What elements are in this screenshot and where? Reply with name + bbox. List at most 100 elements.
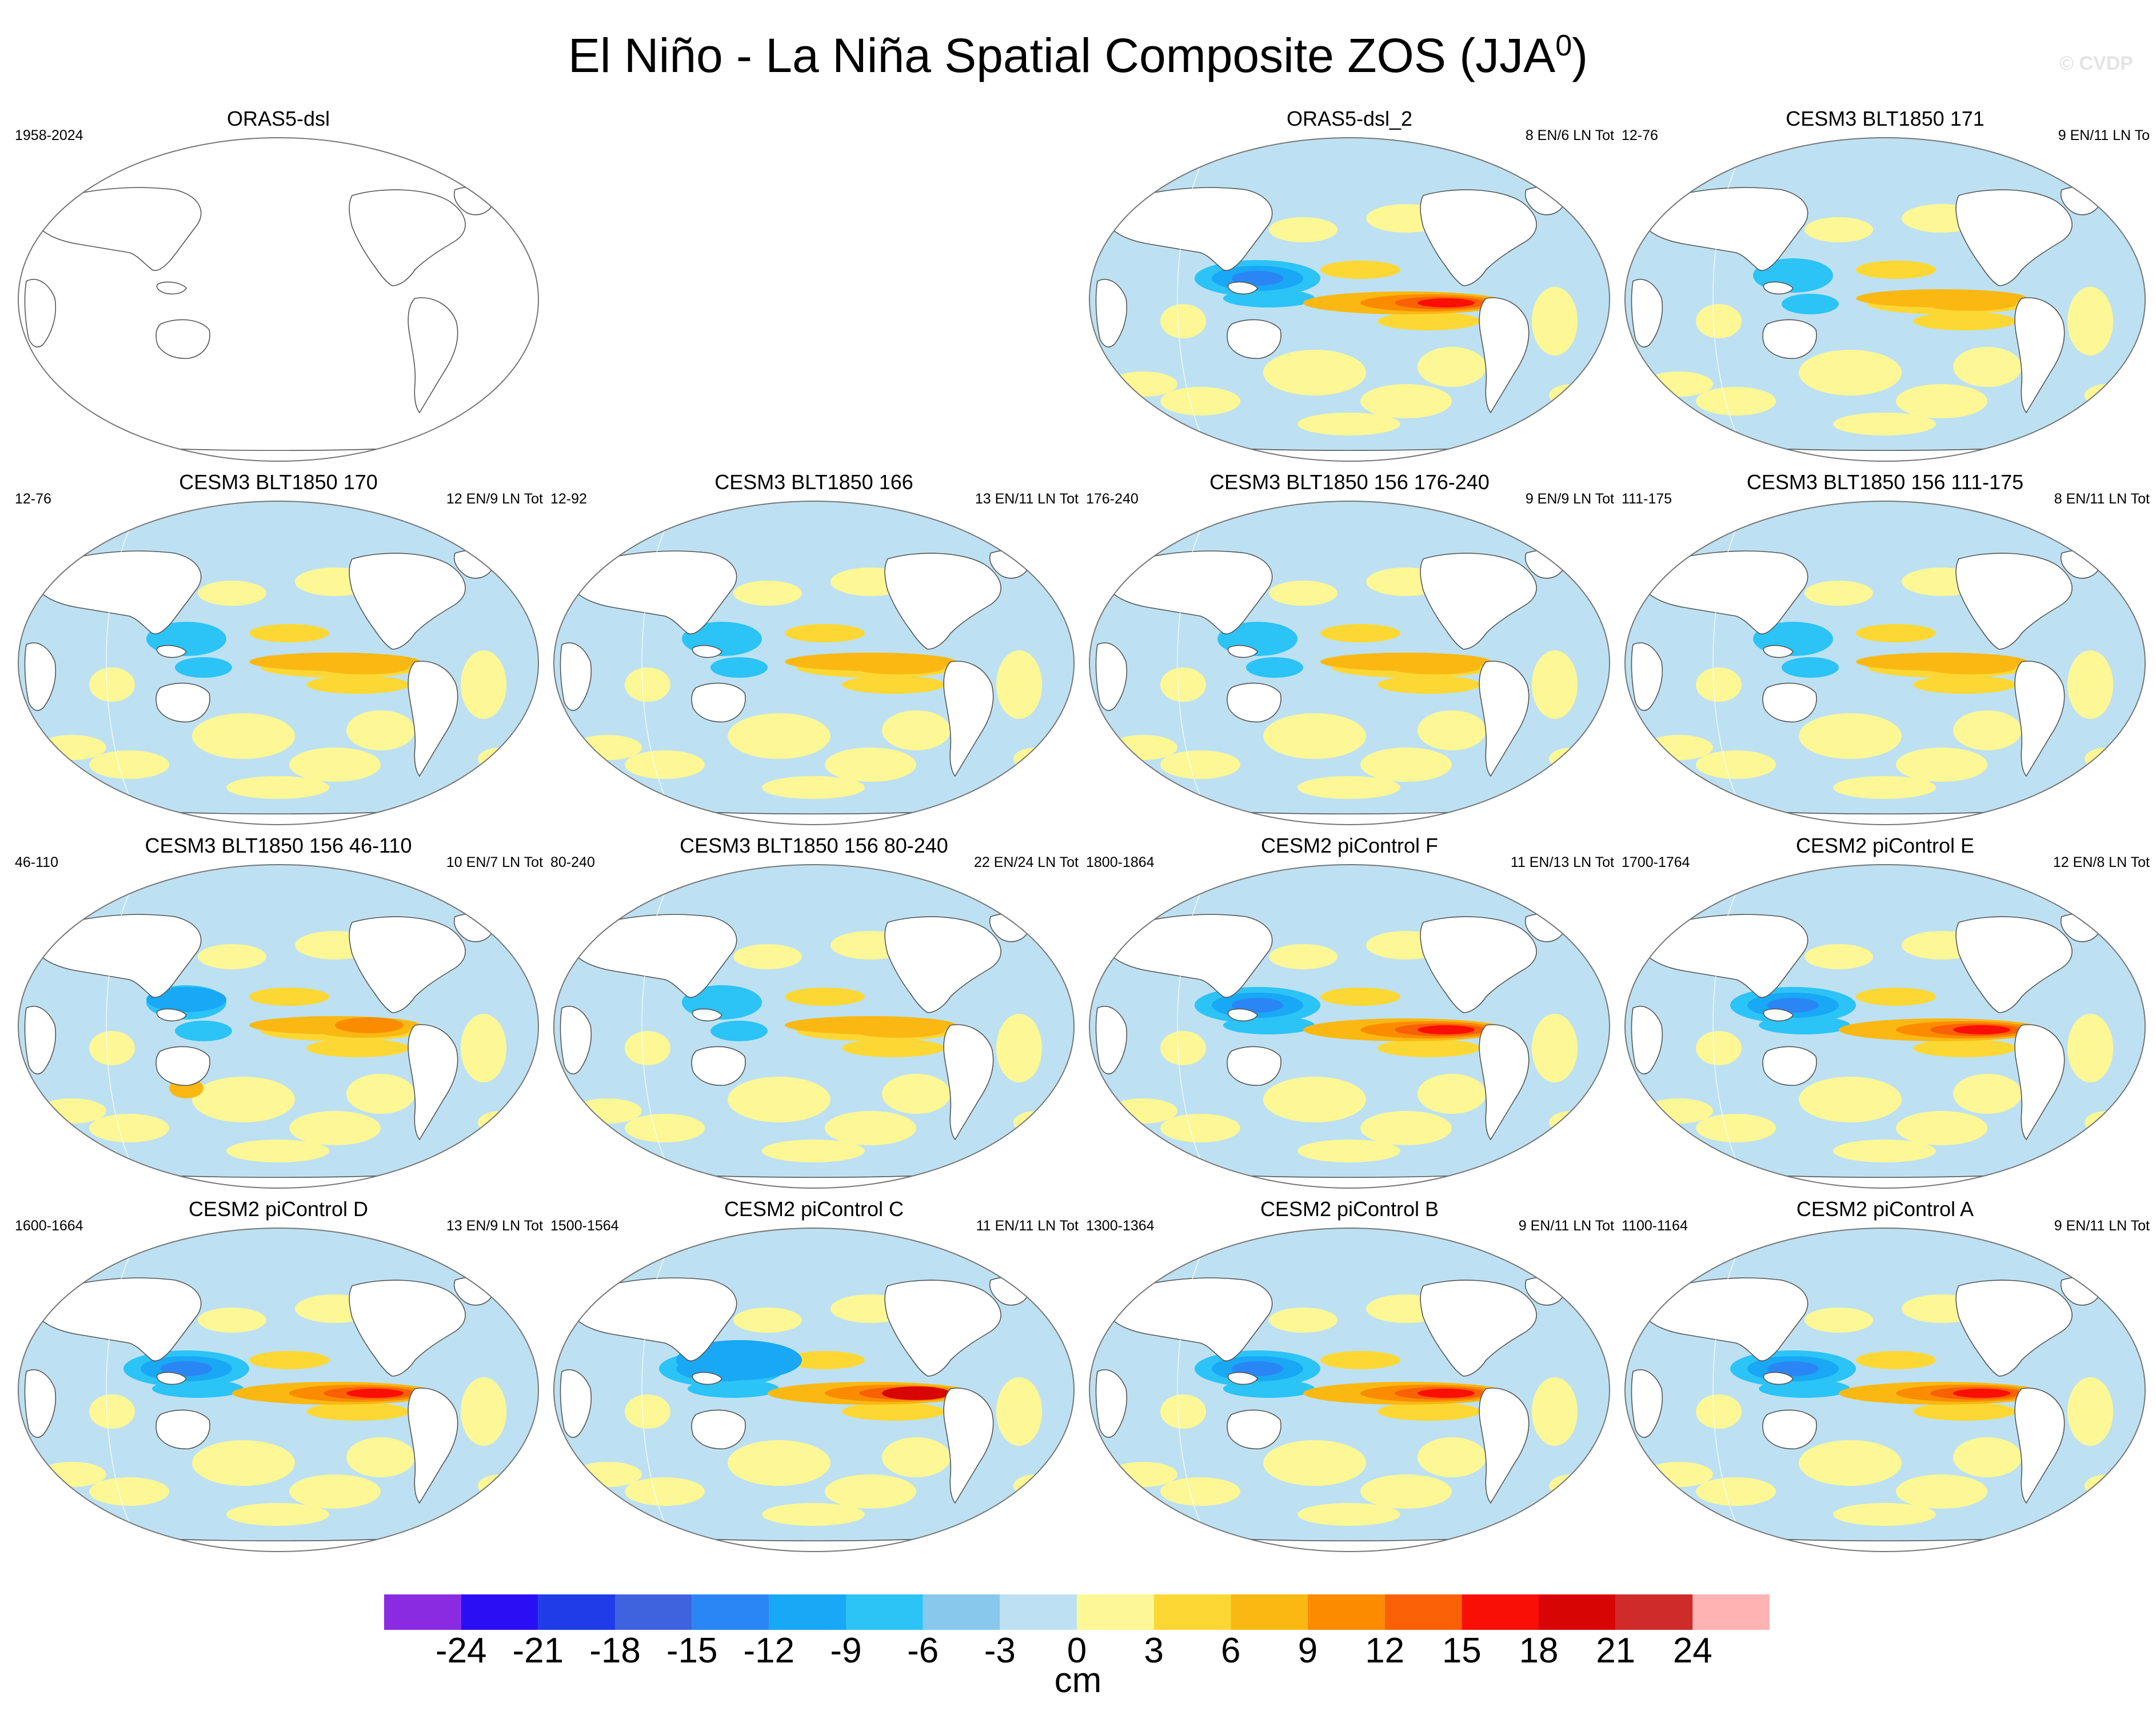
anomaly-patch — [1696, 387, 1776, 415]
anomaly-patch — [762, 776, 865, 799]
anomaly-patch — [1378, 1402, 1480, 1421]
anomaly-patch — [249, 1351, 329, 1369]
anomaly-patch — [882, 1437, 951, 1477]
land-mass — [1762, 1409, 1817, 1450]
anomaly-patch — [1297, 1503, 1400, 1526]
anomaly-patch — [1804, 944, 1873, 969]
land-mass — [1642, 550, 1808, 634]
anomaly-patch — [728, 713, 831, 759]
anomaly-patch — [625, 667, 670, 702]
land-mass — [1955, 189, 2073, 286]
map-border — [553, 1228, 1075, 1552]
anomaly-patch — [625, 1031, 670, 1065]
land-mass — [1227, 682, 1281, 723]
map-panel: CESM3 BLT1850 156 46-110 46-110 10 EN/7 LN… — [11, 833, 545, 1196]
anomaly-patch — [1389, 661, 1480, 674]
anomaly-patch — [1418, 710, 1486, 750]
land-mass — [2014, 1388, 2065, 1504]
anomaly-patch — [1953, 1437, 2022, 1477]
anomaly-patch — [198, 944, 266, 969]
anomaly-patch — [853, 1024, 945, 1038]
panel-period-label: 46-110 — [15, 854, 58, 870]
panel-period-label: 176-240 — [1086, 491, 1139, 507]
land-mass — [1631, 279, 1663, 347]
anomaly-patch — [785, 988, 865, 1006]
anomaly-patch — [853, 661, 945, 674]
anomaly-patch — [1913, 675, 2016, 694]
land-mass — [560, 642, 592, 711]
land-mass — [2014, 1024, 2065, 1141]
anomaly-patch — [1013, 1111, 1059, 1134]
land-mass — [155, 682, 210, 723]
land-mass — [156, 281, 187, 295]
anomaly-patch — [306, 675, 409, 694]
map-panel: CESM2 piControl E 1700-1764 12 EN/8 LN Tot — [1618, 833, 2152, 1196]
world-map — [1624, 1228, 2146, 1552]
land-mass — [155, 319, 210, 359]
colorbar-tick-label: -18 — [589, 1631, 641, 1670]
anomaly-patch — [1378, 312, 1480, 330]
land-mass — [1763, 645, 1794, 658]
anomaly-patch — [1013, 747, 1059, 770]
world-map — [1624, 501, 2146, 825]
map-panel: CESM3 BLT1850 166 12-92 13 EN/11 LN Tot — [547, 470, 1081, 832]
anomaly-patch — [89, 1477, 169, 1506]
world-map — [1089, 501, 1610, 825]
land-mass — [1420, 916, 1537, 1013]
colorbar-tick-label: 24 — [1672, 1631, 1712, 1670]
colorbar-tick-label: 6 — [1221, 1631, 1241, 1670]
land-mass — [24, 1369, 57, 1438]
panel-period-label: 1700-1764 — [1622, 854, 1690, 870]
anomaly-patch — [335, 1017, 404, 1033]
land-mass — [943, 661, 994, 777]
anomaly-patch — [1833, 1503, 1936, 1526]
land-mass — [24, 1006, 57, 1074]
anomaly-patch — [1804, 217, 1873, 242]
anomaly-patch — [1160, 750, 1240, 779]
colorbar-tick-label: 18 — [1519, 1631, 1559, 1670]
land-mass — [408, 1388, 458, 1504]
land-mass — [1955, 916, 2073, 1013]
land-mass — [1107, 1277, 1273, 1361]
dateline-arc — [106, 870, 141, 1183]
colorbar-tick-label: -6 — [907, 1631, 939, 1670]
anomaly-patch — [198, 581, 266, 606]
land-mass — [884, 1280, 1001, 1377]
land-mass — [24, 279, 57, 347]
anomaly-patch — [1696, 304, 1742, 338]
anomaly-patch — [461, 650, 506, 719]
figure-title: El Niño - La Niña Spatial Composite ZOS … — [568, 29, 1588, 82]
land-mass — [571, 550, 737, 634]
map-panel: CESM3 BLT1850 170 12-76 12 EN/9 LN Tot — [11, 470, 545, 832]
map-panel: CESM3 BLT1850 156 111-175 111-175 8 EN/11 … — [1618, 470, 2152, 832]
anomaly-patch — [192, 713, 295, 759]
anomaly-patch — [2085, 384, 2130, 407]
anomaly-patch — [1856, 988, 1936, 1006]
map-border — [1624, 137, 2146, 462]
anomaly-patch — [1696, 1114, 1776, 1142]
panel-title: CESM2 piControl E — [1795, 834, 1975, 857]
anomaly-patch — [1418, 347, 1486, 387]
anomaly-patch — [728, 1077, 831, 1122]
land-mass — [691, 682, 746, 723]
dateline-arc — [1712, 143, 1748, 456]
panel-event-count: 22 EN/24 LN Tot — [974, 854, 1079, 870]
anomaly-patch — [1320, 624, 1400, 642]
land-mass — [1107, 914, 1273, 998]
anomaly-patch — [1320, 1351, 1400, 1369]
land-mass — [1762, 319, 1817, 359]
anomaly-patch — [1320, 988, 1400, 1006]
world-map — [553, 501, 1075, 825]
land-mass — [943, 1388, 994, 1504]
anomaly-patch — [825, 747, 916, 782]
land-mass — [1642, 914, 1808, 998]
land-mass — [692, 645, 722, 658]
land-mass — [1227, 1046, 1281, 1086]
map-border — [553, 501, 1075, 825]
anomaly-patch — [461, 1377, 506, 1446]
anomaly-patch — [146, 987, 226, 1012]
map-border — [1089, 864, 1610, 1189]
anomaly-patch — [625, 750, 705, 779]
anomaly-patch — [1378, 1039, 1480, 1057]
panel-event-count: 12 EN/8 LN Tot — [2053, 854, 2150, 870]
